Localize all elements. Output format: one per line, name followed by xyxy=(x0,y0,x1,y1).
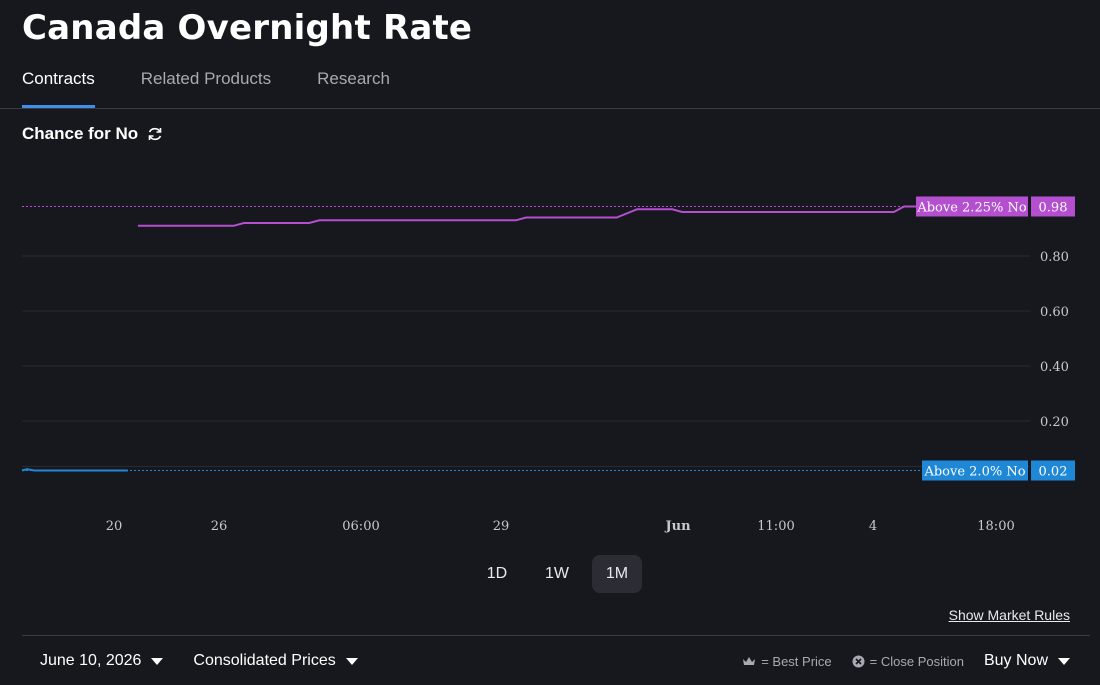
x-tick-label: 11:00 xyxy=(757,519,794,534)
close-circle-icon xyxy=(852,655,865,667)
x-tick-label: 26 xyxy=(211,519,228,534)
chart-series xyxy=(21,205,945,472)
y-axis: 0.20 0.40 0.60 0.80 xyxy=(1040,250,1069,430)
footer-divider xyxy=(22,635,1090,636)
show-market-rules-link[interactable]: Show Market Rules xyxy=(948,607,1070,623)
range-1w-button[interactable]: 1W xyxy=(532,555,582,593)
caret-down-icon xyxy=(151,657,164,665)
x-tick-label: 29 xyxy=(493,519,510,534)
range-1m-button[interactable]: 1M xyxy=(592,555,642,593)
y-tick-label: 0.60 xyxy=(1040,305,1069,320)
close-position-legend: = Close Position xyxy=(852,654,964,669)
x-axis: 20 26 06:00 29 Jun 11:00 4 18:00 xyxy=(106,519,1015,534)
y-tick-label: 0.80 xyxy=(1040,250,1069,265)
tabs-divider xyxy=(0,108,1100,109)
date-value: June 10, 2026 xyxy=(40,652,142,669)
close-position-label: = Close Position xyxy=(869,653,964,669)
price-chart[interactable]: 0.20 0.40 0.60 0.80 20 26 06:00 29 Jun 11:00 4 18:… xyxy=(0,150,1100,540)
reference-lines xyxy=(22,206,1030,471)
buy-now-dropdown[interactable]: Buy Now xyxy=(984,652,1070,670)
series-name-label: Above 2.0% No xyxy=(923,465,1025,480)
page-title: Canada Overnight Rate xyxy=(22,8,473,48)
chart-header-label: Chance for No xyxy=(22,124,139,143)
footer-right: = Best Price = Close Position Buy Now xyxy=(742,652,1070,670)
tab-contracts[interactable]: Contracts xyxy=(22,66,95,108)
series-labels: Above 2.25% No 0.98 Above 2.0% No 0.02 xyxy=(916,196,1075,481)
x-tick-label: 20 xyxy=(106,519,123,534)
best-price-legend: = Best Price xyxy=(742,653,832,669)
series-value-label: 0.02 xyxy=(1039,465,1068,480)
best-price-label: = Best Price xyxy=(761,653,832,669)
series-name-label: Above 2.25% No xyxy=(916,201,1027,216)
y-tick-label: 0.20 xyxy=(1040,415,1069,430)
crown-icon xyxy=(743,657,756,665)
date-dropdown[interactable]: June 10, 2026 xyxy=(40,652,164,670)
tab-research[interactable]: Research xyxy=(317,69,390,88)
refresh-icon[interactable] xyxy=(146,125,164,143)
buy-now-label: Buy Now xyxy=(983,652,1048,669)
tab-related-products[interactable]: Related Products xyxy=(140,69,272,88)
x-tick-label: 06:00 xyxy=(342,519,379,534)
tab-bar: Contracts Related Products Research xyxy=(22,66,436,108)
x-tick-label: 18:00 xyxy=(977,519,1014,534)
series-value-tag xyxy=(1031,196,1075,217)
x-tick-label: 4 xyxy=(869,519,877,534)
price-mode-dropdown[interactable]: Consolidated Prices xyxy=(193,652,358,670)
x-tick-label: Jun xyxy=(664,519,691,534)
chart-header: Chance for No xyxy=(22,124,164,144)
series-value-tag xyxy=(1031,460,1075,481)
price-mode-value: Consolidated Prices xyxy=(193,652,336,669)
caret-down-icon xyxy=(1058,657,1070,665)
series-line xyxy=(21,468,128,472)
range-1d-button[interactable]: 1D xyxy=(472,555,522,593)
footer-left: June 10, 2026 Consolidated Prices xyxy=(40,652,388,670)
series-value-label: 0.98 xyxy=(1039,201,1068,216)
series-name-tag xyxy=(922,460,1028,481)
caret-down-icon xyxy=(345,657,358,665)
y-tick-label: 0.40 xyxy=(1040,360,1069,375)
series-line xyxy=(137,205,945,227)
time-range-selector: 1D 1W 1M xyxy=(472,555,652,593)
chart-grid xyxy=(22,255,1030,467)
series-name-tag xyxy=(916,196,1028,217)
